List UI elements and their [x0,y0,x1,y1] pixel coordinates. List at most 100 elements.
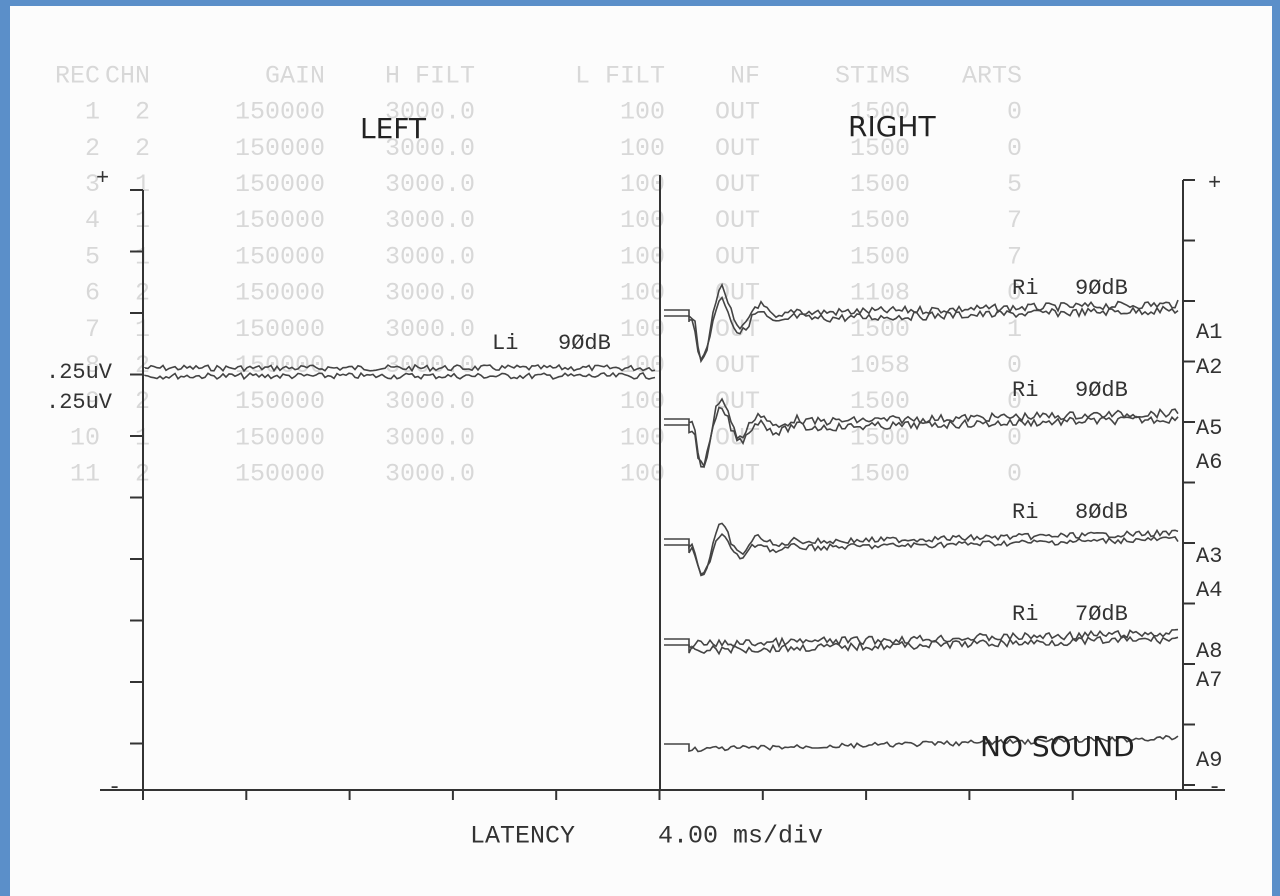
axes [100,175,1225,800]
table-cell: 3000.0 [385,460,475,489]
table-cell: 3000.0 [385,387,475,416]
table-cell: 0 [1007,134,1022,163]
table-cell: 100 [620,279,665,308]
trace [664,522,1179,577]
table-cell: 1500 [850,315,910,344]
table-header: H FILT [385,62,475,91]
trace-label: 9ØdB [558,331,611,356]
channel-label: A2 [1196,355,1222,380]
traces [144,282,1179,753]
table-cell: 1058 [850,351,910,380]
left-title: LEFT [360,112,427,145]
table-cell: 5 [1007,170,1022,199]
plus: + [1208,171,1221,196]
trace [144,363,656,373]
table-cell: 3000.0 [385,423,475,452]
table-cell: 150000 [235,134,325,163]
table-cell: OUT [715,279,760,308]
table-header: CHN [105,62,150,91]
trace-label: 7ØdB [1075,602,1128,627]
table-cell: 100 [620,134,665,163]
table-cell: 2 [135,98,150,127]
table-cell: 2 [135,134,150,163]
trace-label: Ri [1012,276,1038,301]
table-cell: 10 [70,423,100,452]
table-cell: 5 [85,242,100,271]
table-cell: 1 [135,170,150,199]
table-cell: 150000 [235,242,325,271]
table-cell: 0 [1007,279,1022,308]
paper [10,6,1272,896]
minus: - [108,775,121,800]
table-cell: 1500 [850,98,910,127]
minus: - [1208,775,1221,800]
channel-label: A1 [1196,320,1222,345]
table-cell: 8 [85,351,100,380]
table-cell: 1500 [850,387,910,416]
table-cell: 0 [1007,387,1022,416]
table-cell: 3000.0 [385,134,475,163]
trace [664,295,1179,362]
table-cell: 100 [620,170,665,199]
table-cell: 7 [1007,242,1022,271]
table-cell: 0 [1007,460,1022,489]
table-header: REC [55,62,100,91]
table-cell: 150000 [235,460,325,489]
channel-label: A5 [1196,416,1222,441]
channel-label: A6 [1196,450,1222,475]
trace-label: Ri [1012,500,1038,525]
table-cell: 4 [85,206,100,235]
channel-label: A3 [1196,544,1222,569]
table-cell: 3000.0 [385,315,475,344]
plus: + [96,166,109,191]
x-label: LATENCY [470,822,575,851]
channel-label: A7 [1196,668,1222,693]
no-sound: NO SOUND [980,730,1135,763]
table-cell: 150000 [235,170,325,199]
table-header: GAIN [265,62,325,91]
table-header: L FILT [575,62,665,91]
trace-label: 9ØdB [1075,276,1128,301]
table-cell: 100 [620,423,665,452]
table-cell: 150000 [235,98,325,127]
trace-label: Li [492,331,518,356]
table-cell: 1500 [850,170,910,199]
trace-label: Ri [1012,602,1038,627]
table-cell: 7 [1007,206,1022,235]
scale-label: .25uV [46,360,113,385]
table-cell: 100 [620,206,665,235]
table-cell: 3 [85,170,100,199]
table-cell: OUT [715,206,760,235]
table-cell: 1500 [850,134,910,163]
table-cell: 11 [70,460,100,489]
table-cell: 3000.0 [385,242,475,271]
table-cell: 100 [620,98,665,127]
table-cell: 1108 [850,279,910,308]
table-cell: 3000.0 [385,170,475,199]
table-cell: 100 [620,387,665,416]
table-cell: 150000 [235,423,325,452]
table-header: ARTS [962,62,1022,91]
x-scale: 4.00 ms/div [658,822,823,851]
table-cell: 1 [1007,315,1022,344]
table-cell: OUT [715,460,760,489]
table-header: NF [730,62,760,91]
trace [144,371,656,381]
table-cell: OUT [715,242,760,271]
right-title: RIGHT [848,110,936,143]
table-cell: 150000 [235,206,325,235]
table-cell: 150000 [235,279,325,308]
table-cell: 1500 [850,206,910,235]
table-cell: 3000.0 [385,98,475,127]
table-cell: 100 [620,460,665,489]
table-cell: OUT [715,134,760,163]
table-cell: OUT [715,387,760,416]
table-cell: 3000.0 [385,279,475,308]
table-cell: OUT [715,170,760,199]
table-cell: 3000.0 [385,206,475,235]
trace [664,282,1179,364]
table-cell: 2 [85,134,100,163]
trace [664,734,1179,753]
